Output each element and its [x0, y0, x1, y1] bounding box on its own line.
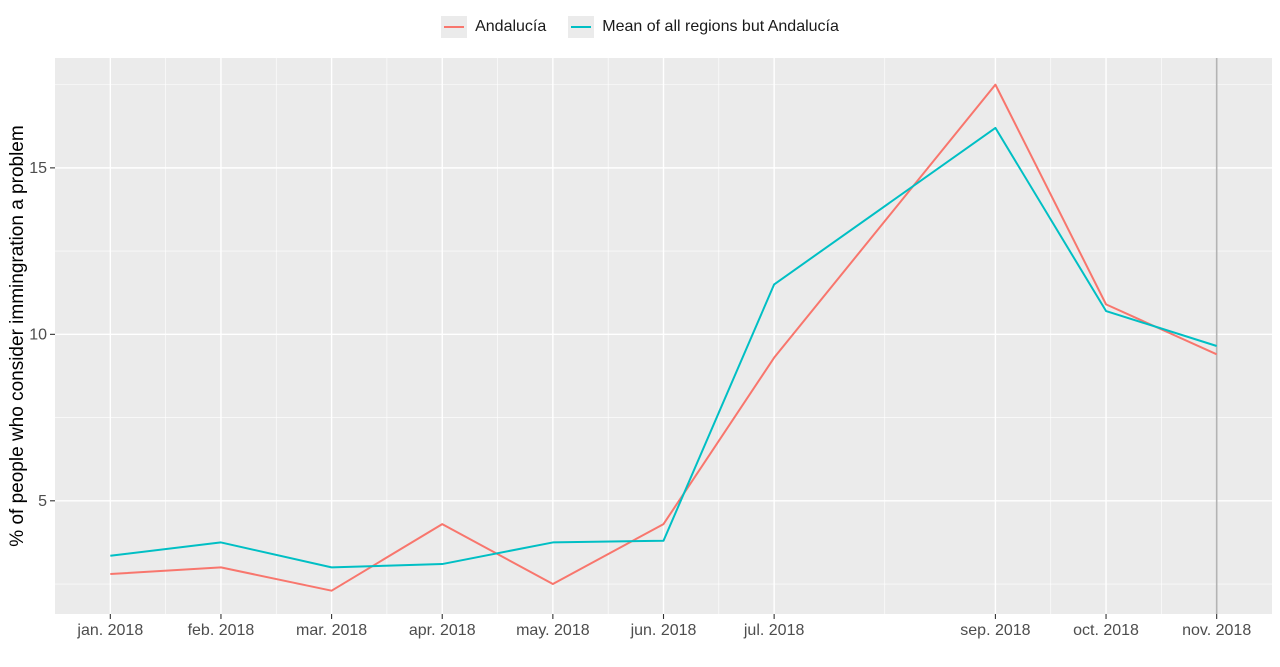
series-layer: [110, 83, 1218, 592]
y-tick-label: 5: [38, 493, 47, 510]
x-tick-label: may. 2018: [516, 622, 590, 639]
x-tick-label: mar. 2018: [296, 622, 367, 639]
legend-label-andalucia: Andalucía: [475, 18, 547, 35]
y-axis-title: % of people who consider immingration a …: [7, 125, 28, 546]
x-tick-label: jul. 2018: [743, 622, 805, 639]
x-tick-label: nov. 2018: [1182, 622, 1251, 639]
series-line-1: [110, 126, 1217, 569]
legend: Andalucía Mean of all regions but Andalu…: [0, 14, 1280, 40]
legend-item-andalucia[interactable]: Andalucía: [441, 16, 546, 38]
y-tick-label: 15: [29, 160, 47, 177]
legend-label-mean: Mean of all regions but Andalucía: [602, 18, 839, 35]
y-tick-label: 10: [29, 326, 47, 343]
x-tick-label: apr. 2018: [409, 622, 476, 639]
x-tick-label: feb. 2018: [188, 622, 255, 639]
x-tick-label: jan. 2018: [76, 622, 143, 639]
y-axis: 5 10 15: [29, 160, 55, 510]
series-line-0: [110, 83, 1218, 592]
x-axis: jan. 2018 feb. 2018 mar. 2018 apr. 2018 may.…: [76, 614, 1251, 639]
x-tick-label: jun. 2018: [630, 622, 697, 639]
x-tick-label: oct. 2018: [1073, 622, 1139, 639]
legend-key-mean: [568, 16, 595, 38]
legend-key-andalucia: [441, 16, 468, 38]
x-tick-label: sep. 2018: [960, 622, 1030, 639]
legend-item-mean[interactable]: Mean of all regions but Andalucía: [568, 16, 839, 38]
